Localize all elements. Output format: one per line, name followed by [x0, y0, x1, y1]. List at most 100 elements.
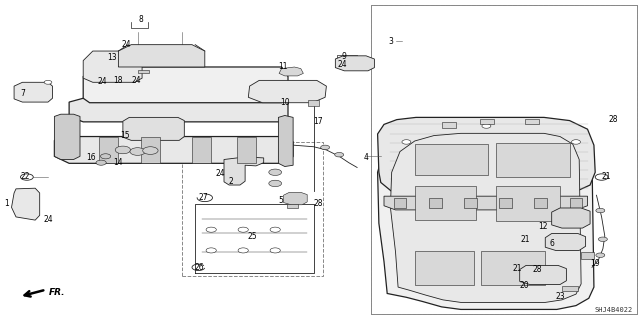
Polygon shape: [83, 67, 288, 103]
Text: 27: 27: [198, 193, 209, 202]
Text: 25: 25: [248, 232, 258, 241]
Polygon shape: [99, 137, 118, 163]
Text: 21: 21: [513, 264, 522, 273]
Circle shape: [270, 248, 280, 253]
Text: 16: 16: [86, 153, 96, 162]
Text: 28: 28: [609, 115, 618, 124]
Polygon shape: [248, 80, 326, 103]
Bar: [499, 198, 512, 208]
Bar: [287, 204, 298, 208]
Circle shape: [270, 227, 280, 232]
Polygon shape: [83, 51, 142, 82]
Bar: [480, 119, 494, 124]
Text: 7: 7: [20, 89, 25, 98]
Circle shape: [321, 145, 330, 150]
Text: SHJ4B4022: SHJ4B4022: [594, 307, 632, 313]
Text: 14: 14: [113, 158, 124, 167]
Text: 12: 12: [538, 222, 547, 231]
Polygon shape: [14, 82, 52, 102]
Circle shape: [115, 146, 131, 154]
Bar: [442, 122, 456, 128]
Text: 10: 10: [280, 98, 290, 107]
Polygon shape: [378, 117, 595, 195]
Polygon shape: [54, 137, 293, 163]
Bar: [496, 186, 560, 221]
Circle shape: [269, 180, 282, 187]
Text: 21: 21: [602, 172, 611, 181]
Bar: [138, 70, 149, 73]
Bar: [581, 252, 594, 259]
Text: 3: 3: [388, 37, 393, 46]
Polygon shape: [54, 114, 80, 160]
Polygon shape: [384, 196, 588, 210]
Text: 18: 18: [114, 76, 123, 85]
Circle shape: [238, 248, 248, 253]
Bar: [415, 251, 474, 285]
Bar: [182, 142, 323, 276]
Text: 24: 24: [43, 215, 53, 224]
Circle shape: [100, 154, 111, 159]
Polygon shape: [278, 115, 293, 167]
Bar: [496, 143, 570, 177]
Text: 8: 8: [138, 15, 143, 24]
Text: 1: 1: [4, 199, 9, 208]
Polygon shape: [552, 208, 590, 228]
Bar: [464, 198, 477, 208]
Bar: [562, 286, 578, 291]
Circle shape: [596, 208, 605, 213]
Bar: [534, 198, 547, 208]
Polygon shape: [118, 45, 205, 67]
Circle shape: [402, 140, 411, 144]
Polygon shape: [141, 137, 160, 163]
Text: 24: 24: [97, 77, 108, 86]
Bar: [525, 119, 539, 124]
Text: 9: 9: [341, 52, 346, 61]
Bar: [429, 198, 442, 208]
Text: 24: 24: [216, 169, 226, 178]
Text: 26: 26: [195, 263, 205, 272]
Bar: [371, 5, 637, 314]
Polygon shape: [284, 192, 307, 205]
Text: 17: 17: [313, 117, 323, 126]
Polygon shape: [378, 119, 594, 309]
Polygon shape: [279, 67, 303, 76]
Polygon shape: [224, 157, 264, 185]
Polygon shape: [123, 117, 184, 140]
Circle shape: [20, 174, 33, 180]
Circle shape: [595, 174, 608, 180]
Circle shape: [598, 237, 607, 241]
Text: 28: 28: [533, 265, 542, 274]
Text: 4: 4: [364, 153, 369, 162]
Polygon shape: [69, 98, 288, 122]
Circle shape: [96, 160, 106, 165]
Text: 11: 11: [278, 62, 287, 71]
Text: 13: 13: [107, 53, 117, 62]
Polygon shape: [237, 137, 256, 163]
Circle shape: [44, 80, 52, 84]
Circle shape: [143, 147, 158, 154]
Text: 22: 22: [21, 172, 30, 181]
Circle shape: [206, 227, 216, 232]
Text: 20: 20: [520, 281, 530, 290]
Bar: [415, 144, 488, 175]
Circle shape: [206, 248, 216, 253]
Bar: [570, 198, 582, 208]
Text: 24: 24: [337, 60, 348, 69]
Text: 24: 24: [131, 76, 141, 85]
Circle shape: [269, 169, 282, 175]
Circle shape: [238, 227, 248, 232]
Bar: [394, 198, 406, 208]
Text: 19: 19: [590, 259, 600, 268]
Text: 23: 23: [556, 292, 566, 301]
Text: 2: 2: [228, 177, 233, 186]
Text: 5: 5: [278, 196, 283, 205]
Circle shape: [335, 152, 344, 157]
Text: 24: 24: [121, 40, 131, 49]
Polygon shape: [335, 56, 374, 71]
Bar: [415, 186, 476, 220]
Bar: [308, 100, 319, 106]
Polygon shape: [12, 188, 40, 220]
Circle shape: [596, 253, 605, 257]
Text: 6: 6: [549, 239, 554, 248]
Bar: [481, 251, 545, 285]
